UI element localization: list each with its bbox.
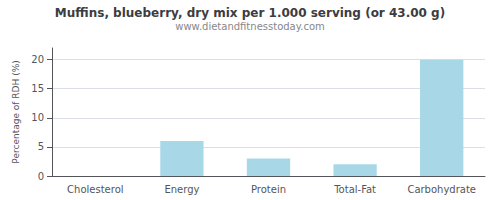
svg-text:15: 15 xyxy=(31,83,44,94)
svg-text:Cholesterol: Cholesterol xyxy=(67,184,123,195)
svg-text:Energy: Energy xyxy=(164,184,199,195)
svg-text:Percentage of RDH (%): Percentage of RDH (%) xyxy=(11,60,21,163)
svg-text:Total-Fat: Total-Fat xyxy=(333,184,376,195)
svg-text:www.dietandfitnesstoday.com: www.dietandfitnesstoday.com xyxy=(175,21,324,32)
svg-text:Muffins, blueberry, dry mix pe: Muffins, blueberry, dry mix per 1.000 se… xyxy=(55,6,445,20)
svg-text:Protein: Protein xyxy=(251,184,286,195)
svg-text:0: 0 xyxy=(38,171,44,182)
svg-text:10: 10 xyxy=(31,112,44,123)
svg-text:20: 20 xyxy=(31,54,44,65)
svg-text:5: 5 xyxy=(38,141,44,152)
svg-text:Carbohydrate: Carbohydrate xyxy=(407,184,476,195)
